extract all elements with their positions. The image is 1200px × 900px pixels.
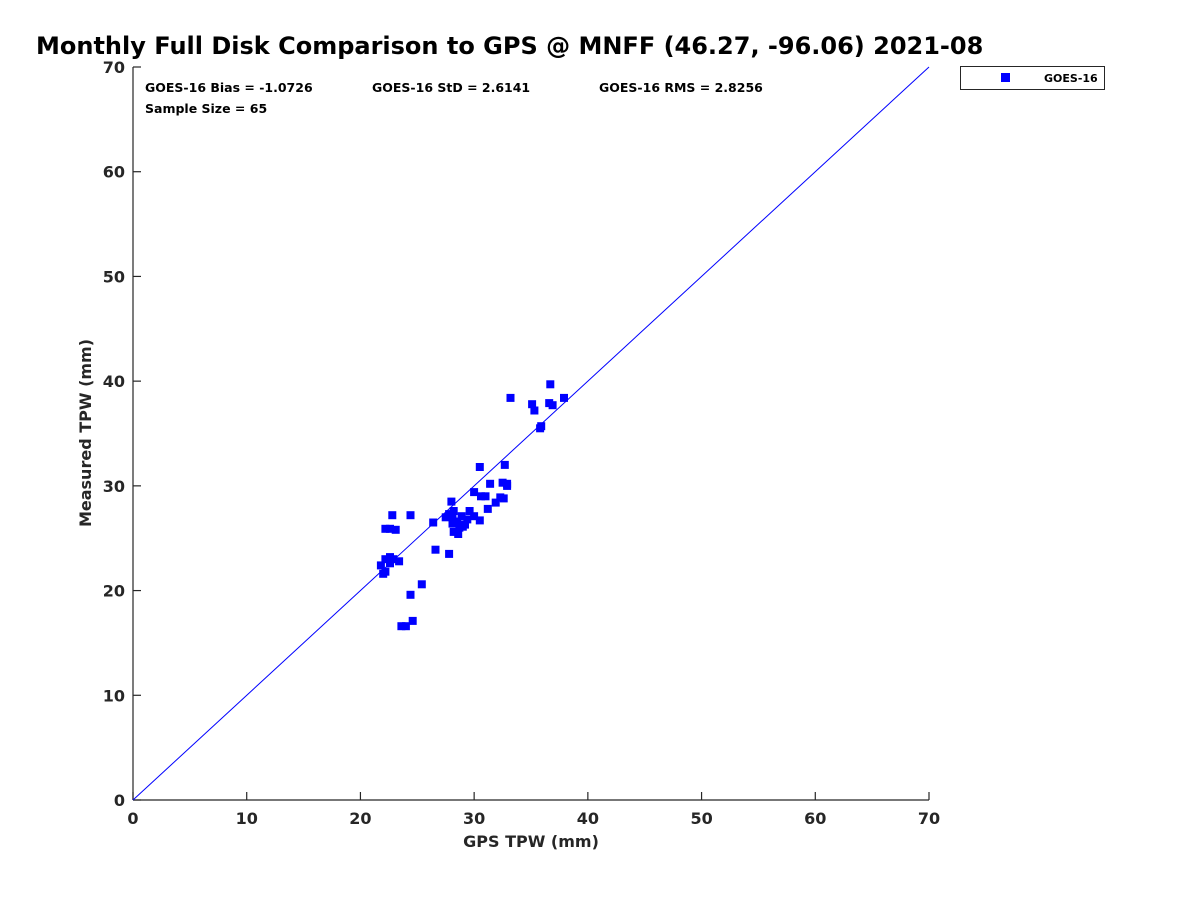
legend-box [960,66,1105,90]
x-tick-label: 0 [127,809,138,828]
data-point [461,520,469,529]
reference-line-1to1 [132,66,930,801]
stat-bias: GOES-16 Bias = -1.0726 [145,80,313,95]
data-point [417,580,426,589]
data-point [548,401,557,410]
data-point [470,488,479,497]
data-point [528,400,537,409]
data-point [537,422,546,431]
x-tick-label: 40 [577,809,599,828]
y-tick-label: 20 [103,582,125,601]
data-point [449,507,458,515]
legend-label-goes16: GOES-16 [1044,72,1098,85]
data-point [388,511,397,520]
data-point [470,512,479,521]
data-point [431,545,440,554]
y-tick-label: 40 [103,372,125,391]
stat-std: GOES-16 StD = 2.6141 [372,80,530,95]
data-point [481,492,490,501]
y-tick-label: 30 [103,477,125,496]
x-tick-label: 20 [349,809,371,828]
x-axis-label: GPS TPW (mm) [463,832,599,851]
y-tick-label: 0 [114,791,125,810]
x-tick-label: 50 [690,809,712,828]
data-point [463,515,472,524]
data-point [395,557,404,566]
data-point [498,478,507,487]
data-point [483,504,492,513]
x-tick-label: 70 [918,809,940,828]
y-tick-label: 60 [103,163,125,182]
data-point [381,567,390,576]
data-point [408,616,417,625]
data-point [500,460,509,469]
data-point [475,516,484,525]
chart-title: Monthly Full Disk Comparison to GPS @ MN… [36,32,983,60]
data-point [381,555,390,564]
data-point [457,512,466,521]
x-tick-label: 10 [236,809,258,828]
data-point [449,527,458,536]
data-point [503,479,512,488]
y-axis-label: Measured TPW (mm) [76,339,95,527]
data-point [401,622,410,631]
data-point [477,492,485,501]
stat-sample-size: Sample Size = 65 [145,101,267,116]
data-point [376,561,385,570]
data-point [447,497,456,506]
plot-area: 0 10 20 30 40 50 60 70 0 10 20 30 40 50 60 70 [103,58,940,828]
y-tick-label: 70 [103,58,125,77]
data-point [454,530,463,538]
x-tick-label: 30 [463,809,485,828]
y-tick-label: 50 [103,267,125,286]
legend-marker-goes16 [1001,73,1010,82]
data-point [386,559,394,568]
data-point [448,519,457,528]
data-point [397,622,406,631]
data-point [406,590,415,599]
data-point [391,525,400,534]
stats-annotations: GOES-16 Bias = -1.0726 GOES-16 StD = 2.6… [145,80,763,116]
data-point [546,380,555,389]
data-point [486,479,495,488]
data-point [453,517,462,526]
legend: GOES-16 [960,66,1105,90]
data-point [389,555,398,564]
data-point [381,524,390,533]
data-point [499,494,508,503]
x-tick-label: 60 [804,809,826,828]
data-point [560,393,568,402]
y-tick-label: 10 [103,686,125,705]
data-point [429,518,438,527]
data-point [506,393,515,402]
data-point [475,463,484,471]
data-point [406,511,415,520]
data-point [445,549,454,558]
data-point [465,507,474,515]
data-point [491,498,500,507]
stat-rms: GOES-16 RMS = 2.8256 [599,80,763,95]
data-point [448,513,457,522]
data-point [386,524,394,533]
data-point [530,406,539,415]
